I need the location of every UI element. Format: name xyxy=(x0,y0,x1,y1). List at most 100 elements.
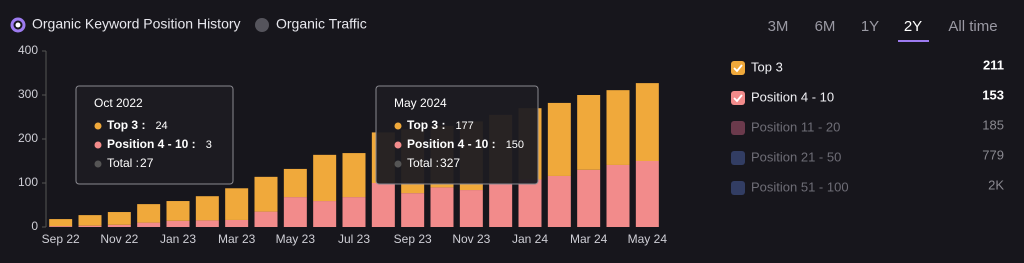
bar-segment xyxy=(195,220,219,227)
bar-segment xyxy=(166,220,190,227)
legend-checkbox[interactable] xyxy=(731,181,745,195)
bar-segment xyxy=(137,222,161,227)
x-tick-label: Nov 22 xyxy=(100,232,138,246)
legend-checkbox[interactable] xyxy=(731,151,745,165)
bar-segment xyxy=(254,211,278,227)
x-tick-label: Mar 24 xyxy=(570,232,608,246)
bar-segment xyxy=(49,226,73,227)
bar-segment xyxy=(225,188,249,220)
legend-checkbox[interactable] xyxy=(731,61,745,75)
tooltip-value: 27 xyxy=(140,156,154,170)
bar-segment xyxy=(635,161,659,227)
bar-segment xyxy=(107,212,131,225)
check-mark xyxy=(733,64,743,73)
y-tick-label: 100 xyxy=(18,175,38,189)
range-tab[interactable]: 1Y xyxy=(861,18,879,35)
legend-label[interactable]: Position 21 - 50 xyxy=(751,149,841,164)
x-tick-label: Jan 23 xyxy=(160,232,196,246)
legend-label[interactable]: Position 11 - 20 xyxy=(751,119,840,134)
bar-segment xyxy=(401,193,425,227)
range-tab[interactable]: 6M xyxy=(815,18,836,35)
tooltip-value: 177 xyxy=(455,120,473,132)
bar-segment xyxy=(342,197,366,227)
bar-segment xyxy=(166,201,190,221)
bar-segment xyxy=(137,204,161,223)
tooltip-dot xyxy=(94,122,102,130)
y-tick-label: 0 xyxy=(31,219,38,233)
bar-segment xyxy=(78,225,102,227)
toggle-label[interactable]: Organic Keyword Position History xyxy=(32,16,241,32)
legend-label[interactable]: Position 4 - 10 xyxy=(751,89,834,104)
tooltip-value: 150 xyxy=(506,139,524,151)
bar-segment xyxy=(371,183,395,227)
y-tick-label: 400 xyxy=(18,43,38,57)
bar-segment xyxy=(430,187,454,227)
tooltip-dot xyxy=(394,122,402,130)
tooltip-dot xyxy=(94,141,102,149)
x-tick-label: Jul 23 xyxy=(338,232,370,246)
bar-segment xyxy=(254,176,278,212)
legend-checkbox[interactable] xyxy=(731,91,745,105)
tooltip-label: Top 3 : xyxy=(107,118,145,132)
tooltip-value: 24 xyxy=(155,120,167,132)
radio-on[interactable] xyxy=(10,17,26,33)
check-mark xyxy=(733,94,743,103)
y-tick-label: 300 xyxy=(18,87,38,101)
bar-segment xyxy=(313,154,337,202)
bar-segment xyxy=(606,90,630,165)
tooltip-label: Total : xyxy=(407,156,439,170)
bar-segment xyxy=(577,95,601,170)
range-tab[interactable]: All time xyxy=(948,18,997,35)
bar-segment xyxy=(49,219,73,227)
tooltip-label: Position 4 - 10 : xyxy=(407,137,496,151)
x-tick-label: Mar 23 xyxy=(218,232,256,246)
legend-count: 211 xyxy=(983,57,1004,72)
bar-segment xyxy=(195,196,219,221)
tooltip-label: Total : xyxy=(107,156,139,170)
bar-segment xyxy=(635,83,659,161)
tooltip xyxy=(75,85,234,185)
x-tick-label: May 23 xyxy=(276,232,316,246)
radio-off[interactable] xyxy=(255,18,269,32)
bar-segment xyxy=(283,197,307,227)
radio-dot xyxy=(15,22,21,28)
bar-segment xyxy=(225,219,249,227)
x-tick-label: Sep 23 xyxy=(394,232,432,246)
bar-segment xyxy=(547,175,571,227)
legend-label[interactable]: Top 3 xyxy=(751,59,783,74)
tooltip-title: Oct 2022 xyxy=(94,96,143,110)
range-tab[interactable]: 2Y xyxy=(904,18,922,35)
x-tick-label: Sep 22 xyxy=(42,232,80,246)
y-tick-label: 200 xyxy=(18,131,38,145)
legend-count: 153 xyxy=(982,87,1004,102)
range-tab[interactable]: 3M xyxy=(768,18,789,35)
bar-segment xyxy=(489,183,513,227)
bar-segment xyxy=(342,153,366,198)
bar-segment xyxy=(518,179,542,227)
bar-segment xyxy=(606,164,630,227)
tooltip-dot xyxy=(94,160,102,168)
x-tick-label: May 24 xyxy=(628,232,668,246)
tooltip-label: Position 4 - 10 : xyxy=(107,137,196,151)
bar-segment xyxy=(107,224,131,227)
tooltip-dot xyxy=(394,160,402,168)
legend-count: 185 xyxy=(982,117,1004,132)
legend-count: 779 xyxy=(982,147,1004,162)
tooltip-title: May 2024 xyxy=(394,96,447,110)
tab-underline xyxy=(898,40,929,42)
legend-label[interactable]: Position 51 - 100 xyxy=(751,179,849,194)
legend-checkbox[interactable] xyxy=(731,121,745,135)
bar-segment xyxy=(547,102,571,176)
bar-segment xyxy=(459,190,483,227)
bar-segment xyxy=(78,215,102,226)
tooltip xyxy=(375,85,539,185)
legend-count: 2K xyxy=(988,177,1004,192)
x-tick-label: Jan 24 xyxy=(512,232,548,246)
tooltip-value: 3 xyxy=(206,139,212,151)
bar-segment xyxy=(313,201,337,227)
bar-segment xyxy=(577,169,601,227)
toggle-label[interactable]: Organic Traffic xyxy=(276,16,367,32)
tooltip-label: Top 3 : xyxy=(407,118,445,132)
tooltip-dot xyxy=(394,141,402,149)
